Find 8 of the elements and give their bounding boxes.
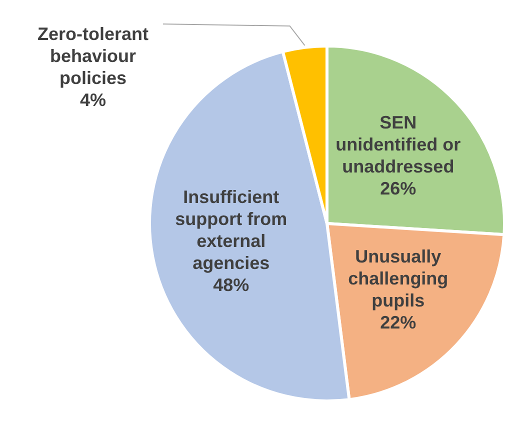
data-label: 4% bbox=[80, 90, 106, 110]
data-label: 22% bbox=[380, 312, 416, 332]
slice-label: Insufficient support from external agencies bbox=[175, 186, 288, 273]
slice-label: Unusually challenging pupils bbox=[348, 246, 448, 310]
slice-label: SEN unidentified or unaddressed bbox=[336, 112, 461, 177]
data-label: 48% bbox=[213, 274, 250, 295]
slice-label: Zero-tolerant behaviour policies bbox=[37, 24, 149, 88]
data-label: 26% bbox=[380, 178, 416, 199]
